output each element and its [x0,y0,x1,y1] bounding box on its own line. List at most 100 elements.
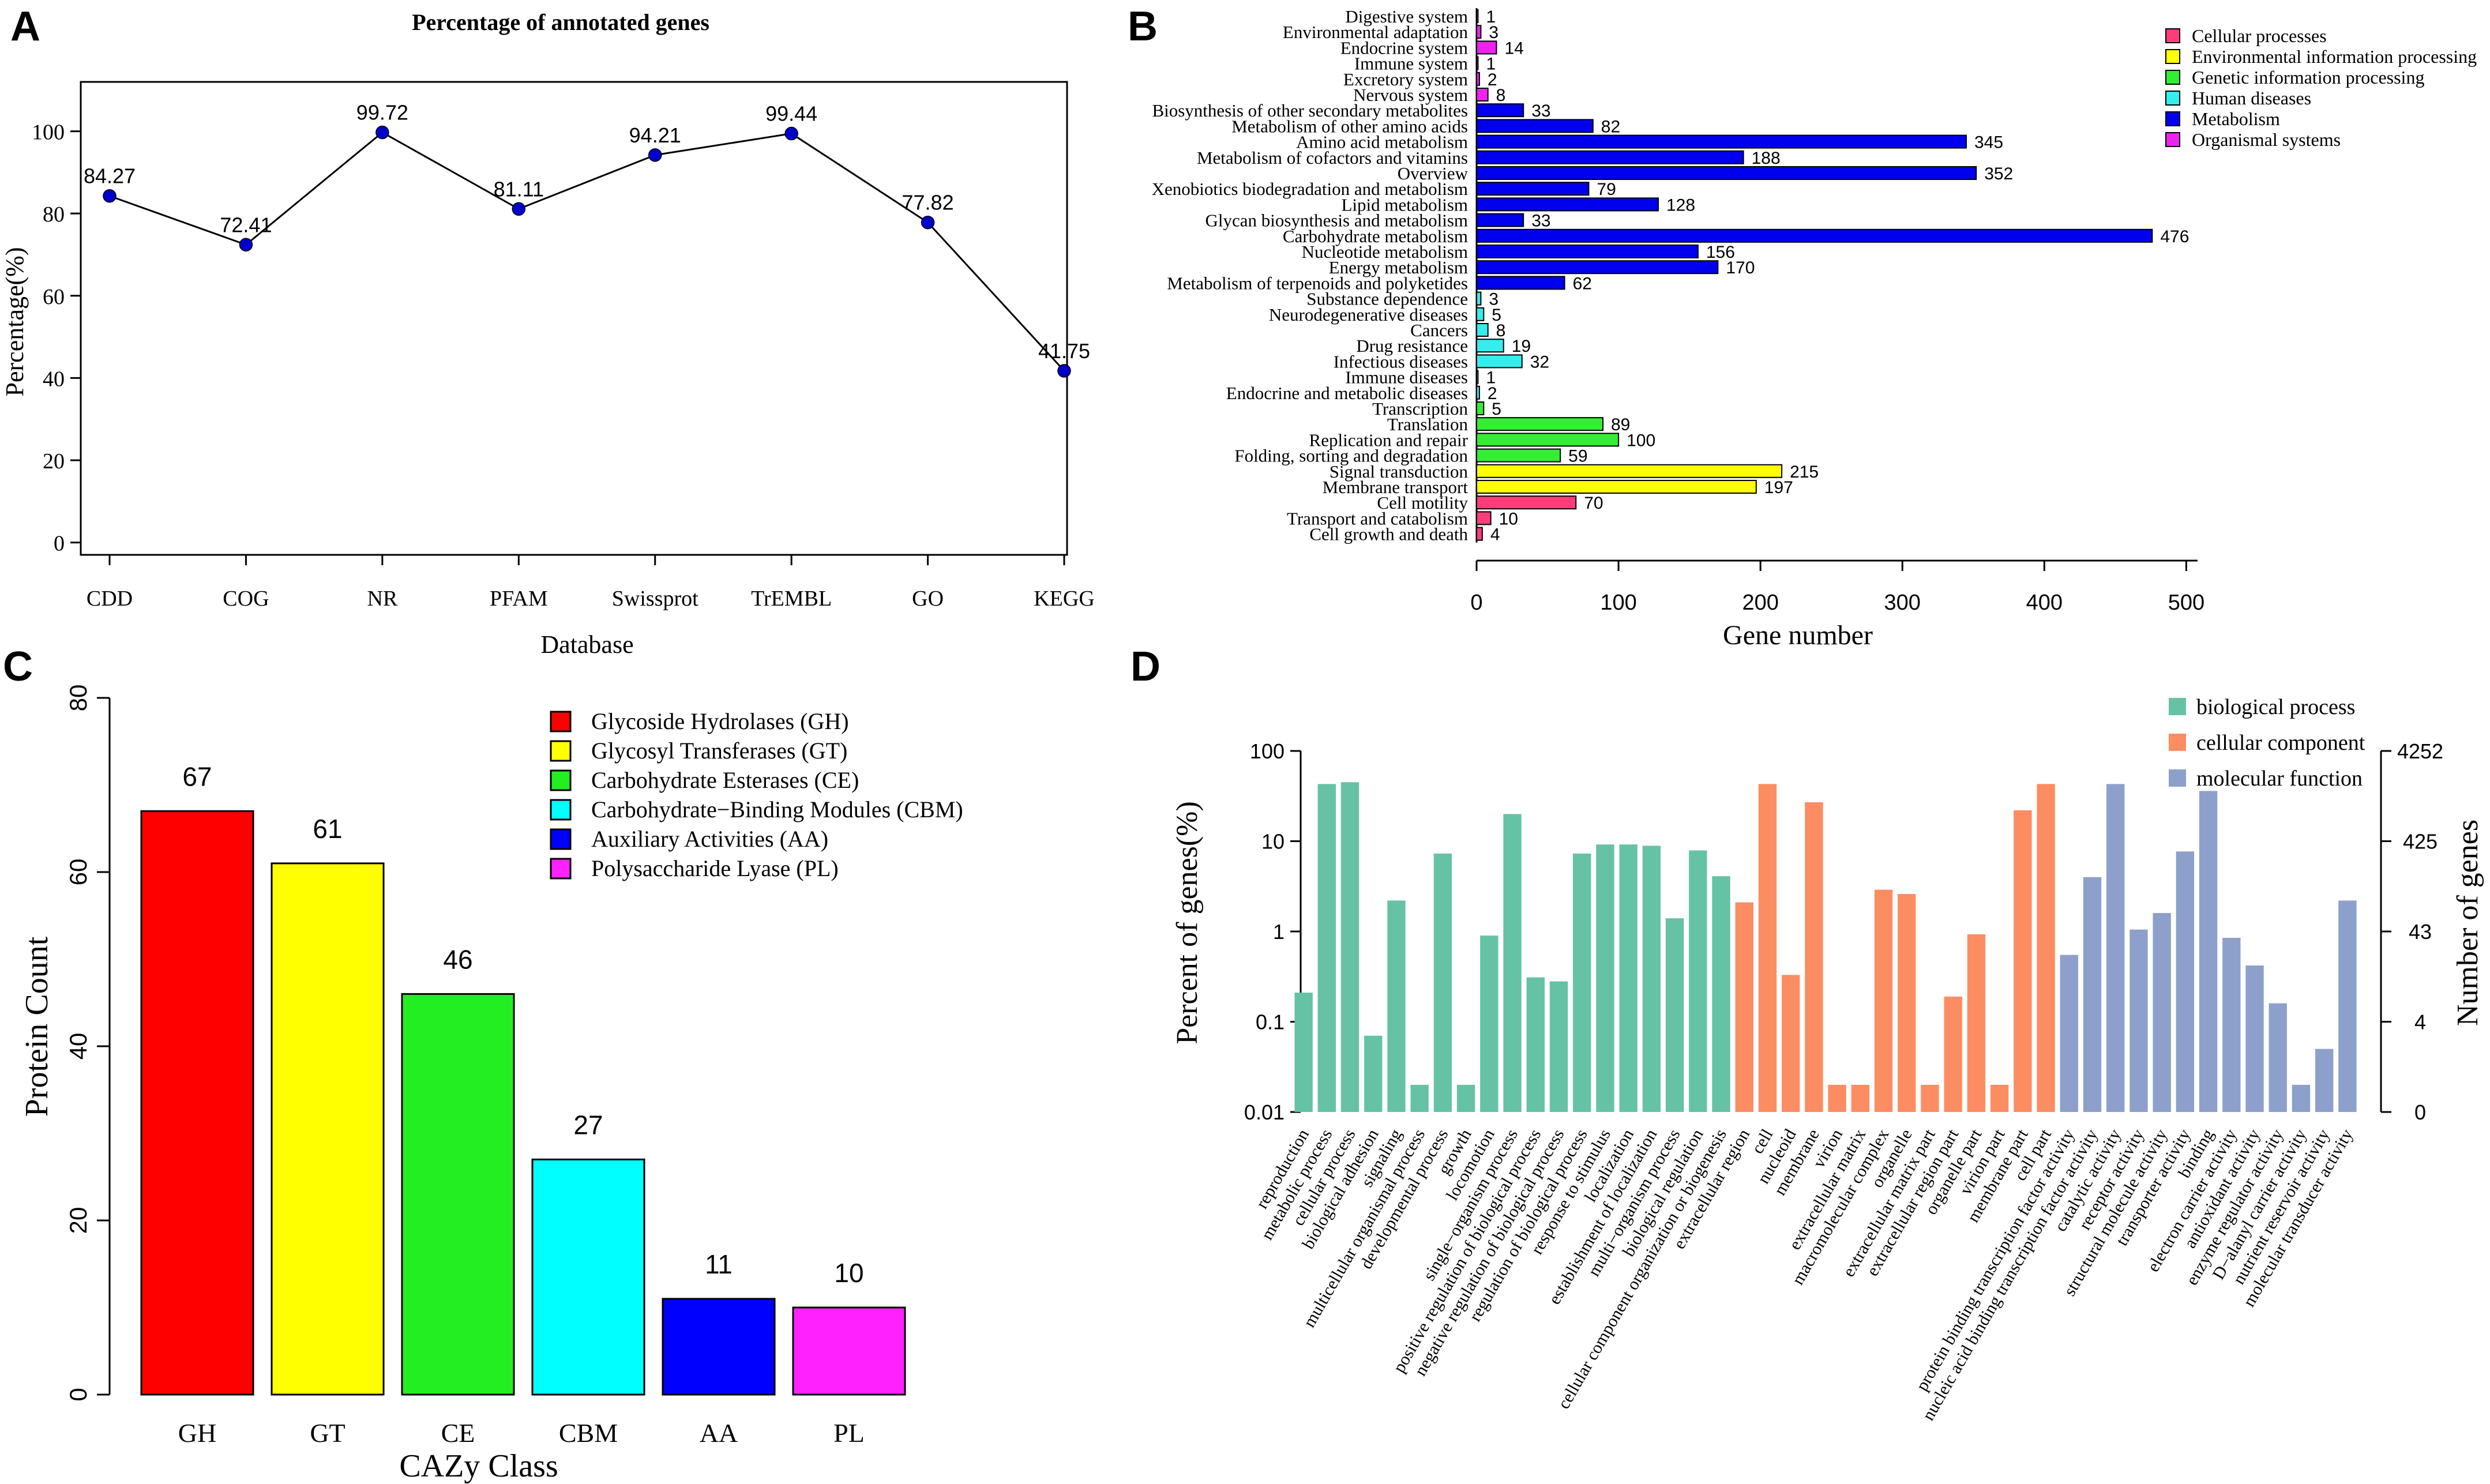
chart-d-bar-organelle [1898,894,1916,1112]
chart-a-point-swissprot [648,148,662,162]
chart-b-bar-metabolism-of-terpenoids-and-polyketides [1476,276,1565,290]
chart-a-point-nr [375,125,389,140]
chart-b-value-label: 170 [1726,258,1755,277]
chart-b-bar-biosynthesis-of-other-secondary-metabolites [1476,103,1524,118]
chart-b-category-label: Signal transduction [1329,461,1469,482]
chart-a-xtick-label: KEGG [1034,587,1095,611]
chart-d-legend-swatch-molecular-function [2169,769,2186,787]
chart-b-category-label: Biosynthesis of other secondary metaboli… [1152,100,1468,121]
chart-a-point-kegg [1057,364,1071,378]
chart-b-value-label: 188 [1752,149,1781,168]
chart-d-bar-structural-molecule-activity [2153,913,2171,1112]
chart-c-data-label: 11 [705,1249,733,1279]
chart-d-bar-cell-part [2037,784,2055,1112]
chart-c-ytick-label: 40 [65,1033,92,1060]
chart-b-legend-label: Human diseases [2192,88,2311,108]
chart-b-value-label: 59 [1568,447,1587,466]
chart-d-y2tick-label: 43 [2409,920,2432,944]
chart-d-y-axis-label: Percent of genes(%) [1171,801,1204,1045]
chart-d-bar-extracellular-matrix [1851,1084,1870,1112]
chart-a-y-axis-label: Percentage(%) [1,247,29,397]
chart-b-bar-xenobiotics-biodegradation-and-metabolism [1476,182,1590,196]
chart-b-category-label: Membrane transport [1323,477,1469,497]
chart-b-bar-membrane-transport [1476,480,1757,494]
chart-d-bar-binding [2199,791,2218,1112]
chart-b-xtick-label: 100 [1600,591,1636,615]
chart-b-xtick-label: 0 [1470,591,1482,615]
chart-a-xtick-label: PFAM [490,587,548,611]
chart-b-value-label: 2 [1488,384,1497,403]
chart-b-legend-swatch-organismal-systems [2165,132,2180,147]
chart-d-bar-signaling [1387,900,1406,1112]
chart-b-category-label: Immune system [1354,54,1468,74]
chart-b-value-label: 10 [1499,509,1518,528]
chart-b-value-label: 2 [1488,70,1497,89]
chart-d-legend-label: molecular function [2196,767,2363,791]
chart-b-category-label: Metabolism of cofactors and vitamins [1197,148,1468,168]
chart-c-ytick-label: 0 [65,1388,92,1401]
chart-d-legend-swatch-biological-process [2169,698,2186,715]
chart-c-legend-label: Carbohydrate−Binding Modules (CBM) [591,797,963,822]
chart-a-ytick-label: 80 [43,202,65,227]
chart-b-value-label: 62 [1573,274,1592,293]
chart-c-bar-ce [401,993,515,1396]
chart-a-data-label: 72.41 [220,213,272,236]
chart-d-y2tick-label: 4252 [2397,739,2443,763]
chart-a-ytick-label: 40 [43,367,65,391]
chart-d-bar-developmental-process [1433,853,1452,1112]
chart-d-bar-biological-regulation [1689,850,1707,1112]
chart-b-value-label: 1 [1486,7,1496,27]
chart-b-bar-immune-system [1476,56,1479,70]
chart-c-xtick-label: GT [310,1418,345,1448]
chart-d-bar-organelle-part [1967,934,1986,1112]
chart-a-data-label: 99.44 [765,102,817,126]
chart-c-y-axis-label: Protein Count [19,936,55,1117]
chart-b-value-label: 8 [1496,321,1506,340]
chart-d-bar-regulation-of-biological-process [1573,853,1591,1112]
chart-d-legend-swatch-cellular-component [2169,734,2186,751]
chart-b-bar-endocrine-system [1476,40,1497,55]
chart-b-value-label: 33 [1531,102,1550,121]
chart-b-category-label: Excretory system [1343,69,1468,89]
chart-c-bar-cbm [531,1158,645,1396]
chart-d-bar-response-to-stimulus [1596,844,1614,1112]
chart-b-value-label: 1 [1486,369,1496,388]
chart-b-legend-label: Metabolism [2192,108,2280,129]
chart-b-value-label: 215 [1790,463,1819,482]
chart-b-value-label: 5 [1492,306,1501,325]
chart-b-legend-label: Genetic information processing [2192,67,2424,88]
chart-c-xtick-label: CE [441,1418,475,1448]
chart-b-bar-environmental-adaptation [1476,25,1482,39]
chart-b-bar-glycan-biosynthesis-and-metabolism [1476,213,1524,227]
chart-b-value-label: 4 [1490,525,1500,544]
chart-b-value-label: 8 [1496,86,1506,105]
chart-b-bar-translation [1476,417,1604,431]
chart-d-legend: biological process cellular component mole… [2169,695,2365,791]
panel-label-c: C [3,644,33,690]
chart-a-point-cog [239,238,253,252]
chart-d-bar-negative-regulation-of-biological-process [1549,981,1568,1112]
chart-b-value-label: 89 [1611,415,1630,434]
chart-c-x-axis-label: CAZy Class [399,1448,558,1484]
chart-d-bar-membrane-part [2014,810,2032,1112]
chart-b-category-label: Transcription [1372,399,1468,419]
chart-a-xtick-label: COG [223,587,269,611]
chart-b-bar-infectious-diseases [1476,354,1523,369]
chart-b-category-label: Nervous system [1353,85,1468,105]
chart-b-category-label: Digestive system [1345,6,1468,27]
chart-b-category-label: Carbohydrate metabolism [1283,226,1468,246]
chart-a-plot-frame [80,81,1068,556]
chart-a-xtick-label: NR [367,587,397,611]
chart-d-bar-enzyme-regulator-activity [2269,1003,2287,1112]
chart-d-ytick-label: 10 [1261,830,1285,854]
chart-d-ytick-label: 100 [1250,739,1285,763]
chart-b-bar-cancers [1476,323,1489,337]
chart-b-bar-metabolism-of-other-amino-acids [1476,119,1594,133]
chart-b-category-label: Lipid metabolism [1341,194,1468,215]
chart-d-bar-cell [1758,784,1777,1112]
chart-c-bar-gt [271,862,385,1396]
chart-d-bar-molecular-transducer-activity [2338,900,2357,1112]
chart-b-category-label: Endocrine and metabolic diseases [1226,383,1468,403]
